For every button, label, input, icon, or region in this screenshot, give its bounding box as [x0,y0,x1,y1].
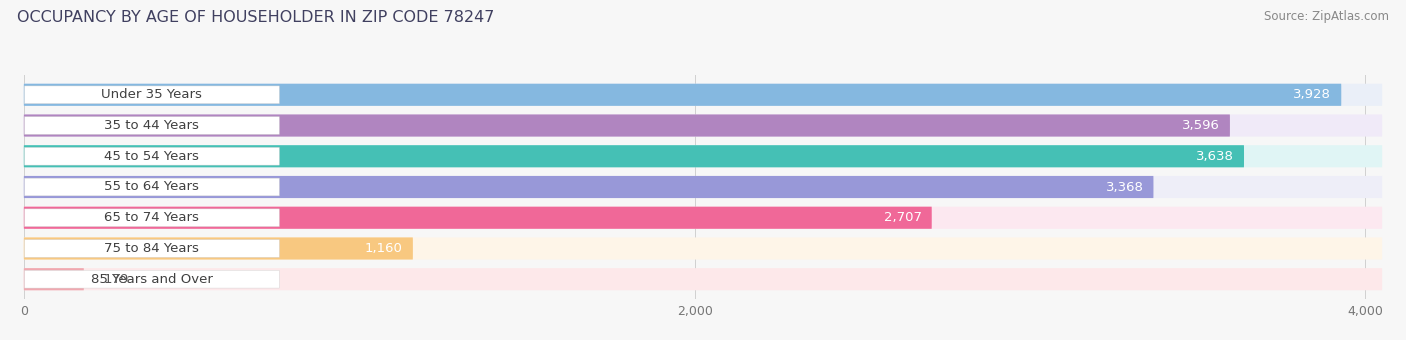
FancyBboxPatch shape [24,207,932,229]
Text: Source: ZipAtlas.com: Source: ZipAtlas.com [1264,10,1389,23]
Text: 3,638: 3,638 [1197,150,1234,163]
FancyBboxPatch shape [24,148,280,165]
FancyBboxPatch shape [24,176,1153,198]
FancyBboxPatch shape [24,84,1382,106]
FancyBboxPatch shape [24,176,1382,198]
FancyBboxPatch shape [24,145,1382,167]
FancyBboxPatch shape [24,209,280,226]
Text: 3,368: 3,368 [1105,181,1143,193]
Text: 75 to 84 Years: 75 to 84 Years [104,242,200,255]
FancyBboxPatch shape [24,237,1382,259]
Text: 55 to 64 Years: 55 to 64 Years [104,181,200,193]
Text: OCCUPANCY BY AGE OF HOUSEHOLDER IN ZIP CODE 78247: OCCUPANCY BY AGE OF HOUSEHOLDER IN ZIP C… [17,10,495,25]
Text: 3,928: 3,928 [1294,88,1331,101]
FancyBboxPatch shape [24,145,1244,167]
Text: 65 to 74 Years: 65 to 74 Years [104,211,200,224]
FancyBboxPatch shape [24,115,1230,137]
FancyBboxPatch shape [24,240,280,257]
Text: 35 to 44 Years: 35 to 44 Years [104,119,200,132]
FancyBboxPatch shape [24,237,413,259]
Text: 85 Years and Over: 85 Years and Over [91,273,212,286]
FancyBboxPatch shape [24,268,84,290]
Text: 45 to 54 Years: 45 to 54 Years [104,150,200,163]
FancyBboxPatch shape [24,268,1382,290]
Text: 1,160: 1,160 [366,242,402,255]
FancyBboxPatch shape [24,178,280,196]
FancyBboxPatch shape [24,86,280,104]
Text: 2,707: 2,707 [884,211,922,224]
FancyBboxPatch shape [24,207,1382,229]
FancyBboxPatch shape [24,117,280,134]
Text: 179: 179 [104,273,129,286]
FancyBboxPatch shape [24,115,1382,137]
Text: 3,596: 3,596 [1182,119,1220,132]
Text: Under 35 Years: Under 35 Years [101,88,202,101]
FancyBboxPatch shape [24,270,280,288]
FancyBboxPatch shape [24,84,1341,106]
